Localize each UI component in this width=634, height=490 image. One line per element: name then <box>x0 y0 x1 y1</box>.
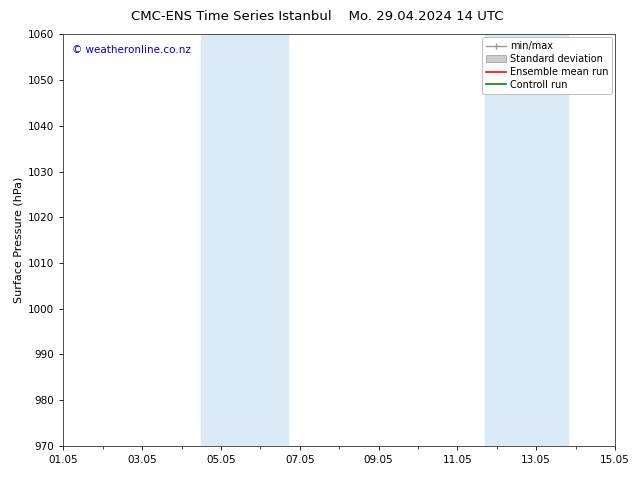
Bar <box>485 34 567 446</box>
Text: CMC-ENS Time Series Istanbul    Mo. 29.04.2024 14 UTC: CMC-ENS Time Series Istanbul Mo. 29.04.2… <box>131 10 503 23</box>
Bar <box>202 34 288 446</box>
Y-axis label: Surface Pressure (hPa): Surface Pressure (hPa) <box>14 177 24 303</box>
Legend: min/max, Standard deviation, Ensemble mean run, Controll run: min/max, Standard deviation, Ensemble me… <box>482 37 612 94</box>
Text: © weatheronline.co.nz: © weatheronline.co.nz <box>72 45 191 54</box>
